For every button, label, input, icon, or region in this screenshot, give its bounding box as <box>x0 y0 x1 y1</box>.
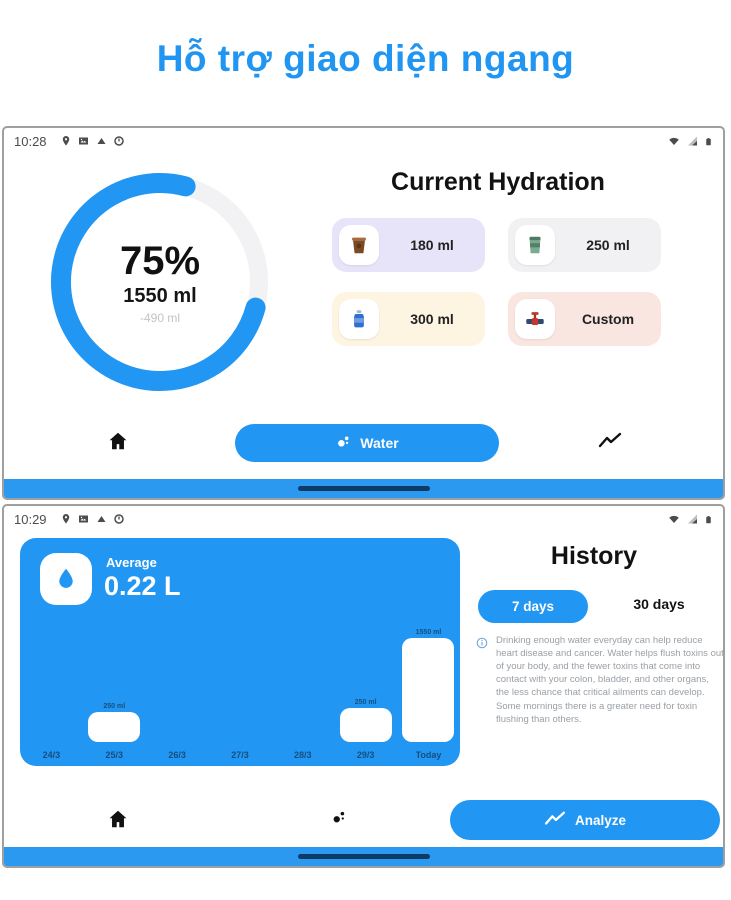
battery-icon <box>704 135 713 148</box>
tab-7-days[interactable]: 7 days <box>478 590 588 623</box>
x-tick: 29/3 <box>356 750 375 760</box>
status-bar: 10:28 <box>4 128 723 154</box>
drink-buttons-grid: 180 ml 250 ml 300 ml Custom <box>332 218 661 346</box>
drink-button-custom[interactable]: Custom <box>508 292 661 346</box>
analyze-chart-icon[interactable] <box>598 431 622 456</box>
x-tick: 25/3 <box>105 750 124 760</box>
location-icon <box>60 513 72 525</box>
weekly-history-card: Average 0.22 L 250 ml 250 ml 1550 ml 24/… <box>20 538 460 766</box>
water-drop-badge <box>40 553 92 605</box>
progress-percent: 75% <box>119 238 201 283</box>
home-icon[interactable] <box>107 808 129 835</box>
x-tick: 24/3 <box>42 750 61 760</box>
android-gesture-bar <box>4 479 723 498</box>
cloud-upload-icon <box>95 135 108 147</box>
hydration-progress-ring: 75% 1550 ml -490 ml <box>50 172 270 392</box>
location-icon <box>60 135 72 147</box>
analyze-chart-icon <box>544 811 566 830</box>
valve-icon <box>515 299 555 339</box>
signal-icon <box>686 135 699 147</box>
water-drop-icon <box>59 568 73 588</box>
image-icon <box>77 135 90 147</box>
drink-button-180ml[interactable]: 180 ml <box>332 218 485 272</box>
gesture-handle[interactable] <box>297 854 430 859</box>
clock-time: 10:29 <box>14 511 47 527</box>
average-label: Average <box>106 555 157 570</box>
tab-30-days[interactable]: 30 days <box>633 596 685 612</box>
screenshot-history: 10:29 <box>2 504 725 868</box>
history-title: History <box>550 542 638 570</box>
bar-25-3 <box>88 712 141 742</box>
data-saver-icon <box>113 135 125 147</box>
x-tick: 27/3 <box>231 750 249 760</box>
wifi-icon <box>667 513 681 525</box>
water-tab-button[interactable]: Water <box>235 424 499 462</box>
water-drops-icon[interactable] <box>330 808 348 831</box>
drink-button-label: 250 ml <box>586 237 630 253</box>
progress-remaining: -490 ml <box>139 310 180 325</box>
signal-icon <box>686 513 699 525</box>
progress-amount: 1550 ml <box>123 284 197 307</box>
cloud-upload-icon <box>95 513 108 525</box>
chart-x-axis: 24/3 25/3 26/3 27/3 28/3 29/3 Today <box>20 750 460 760</box>
bar-29-3 <box>339 708 392 742</box>
bar-value-label: 1550 ml <box>415 629 442 636</box>
bottom-nav: Water <box>4 422 723 464</box>
bar-today <box>402 638 455 742</box>
water-tab-label: Water <box>360 435 399 451</box>
water-bottle-icon <box>339 299 379 339</box>
tumbler-icon <box>515 225 555 265</box>
chart-column: 250 ml <box>334 699 397 742</box>
x-tick: 28/3 <box>294 750 312 760</box>
chart-column: 250 ml <box>83 703 146 742</box>
battery-icon <box>704 513 713 526</box>
average-value: 0.22 L <box>104 571 181 601</box>
water-drops-icon <box>335 433 352 453</box>
coffee-cup-icon <box>339 225 379 265</box>
bar-value-label: 250 ml <box>103 703 126 710</box>
x-tick: Today <box>415 750 442 760</box>
image-icon <box>77 513 90 525</box>
clock-time: 10:28 <box>14 133 47 149</box>
analyze-button[interactable]: Analyze <box>450 800 720 840</box>
data-saver-icon <box>113 513 125 525</box>
gesture-handle[interactable] <box>297 486 430 491</box>
bar-value-label: 250 ml <box>354 699 377 706</box>
current-hydration-title: Current Hydration <box>391 168 605 196</box>
x-tick: 26/3 <box>168 750 186 760</box>
drink-button-label: 180 ml <box>410 237 454 253</box>
analyze-button-label: Analyze <box>574 812 627 828</box>
chart-column: 1550 ml <box>397 629 460 742</box>
info-icon <box>476 636 488 654</box>
drink-button-250ml[interactable]: 250 ml <box>508 218 661 272</box>
drink-button-label: Custom <box>581 311 635 327</box>
android-gesture-bar <box>4 847 723 866</box>
page-title: Hỗ trợ giao diện ngang <box>156 38 575 79</box>
hydration-info-text: Drinking enough water everyday can help … <box>496 635 724 725</box>
water-intake-bar-chart: 250 ml 250 ml 1550 ml <box>20 592 460 742</box>
drink-button-label: 300 ml <box>410 311 454 327</box>
bottom-nav: Analyze <box>4 798 723 844</box>
home-icon[interactable] <box>107 430 129 457</box>
drink-button-300ml[interactable]: 300 ml <box>332 292 485 346</box>
screenshot-current-hydration: 10:28 <box>2 126 725 500</box>
status-bar: 10:29 <box>4 506 723 532</box>
wifi-icon <box>667 135 681 147</box>
